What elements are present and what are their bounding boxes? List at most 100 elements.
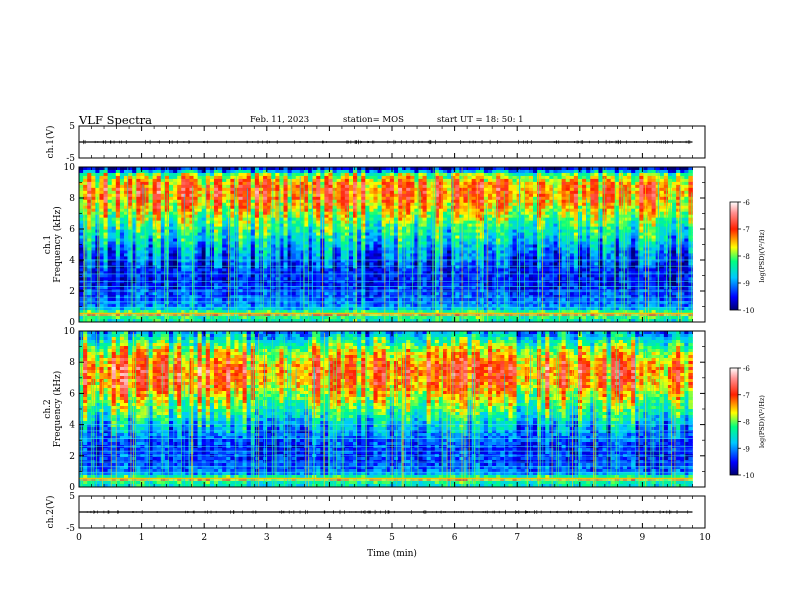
- spectrogram-cell: [365, 232, 370, 236]
- spectrogram-cell: [422, 220, 428, 225]
- spectrogram-cell: [561, 167, 567, 171]
- spectrogram-cell: [582, 178, 587, 183]
- spectrogram-cell: [173, 187, 178, 192]
- spectrogram-cell: [299, 253, 305, 257]
- spectrogram-cell: [275, 169, 280, 174]
- spectrogram-cell: [348, 217, 354, 222]
- spectrogram-cell: [369, 235, 374, 239]
- spectrogram-cell: [193, 229, 199, 233]
- spectrogram-cell: [663, 184, 669, 189]
- spectrogram-cell: [181, 202, 186, 207]
- spectrogram-cell: [361, 241, 366, 245]
- spectrogram-cell: [295, 181, 301, 186]
- spectrogram-cell: [672, 232, 677, 236]
- spectrogram-cell: [119, 253, 125, 257]
- spectrogram-cell: [528, 250, 534, 254]
- spectrogram-cell: [132, 202, 137, 207]
- spectrogram-cell: [185, 214, 190, 219]
- spectrogram-cell: [189, 190, 194, 195]
- spectrogram-cell: [565, 214, 571, 219]
- spectrogram-cell: [209, 167, 215, 171]
- spectrogram-cell: [222, 190, 227, 195]
- spectrogram-cell: [205, 196, 211, 201]
- spectrogram-cell: [389, 232, 395, 236]
- spectrogram-cell: [308, 187, 313, 192]
- spectrogram-cell: [115, 214, 121, 219]
- spectrogram-cell: [295, 169, 301, 174]
- spectrogram-cell: [639, 211, 644, 216]
- spectrogram-cell: [594, 256, 599, 260]
- spectrogram-cell: [631, 214, 636, 219]
- spectrogram-cell: [197, 241, 203, 245]
- spectrogram-cell: [205, 208, 211, 213]
- spectrogram-cell: [426, 235, 432, 239]
- spectrogram-cell: [295, 259, 301, 263]
- spectrogram-cell: [373, 187, 378, 192]
- spectrogram-cell: [107, 193, 113, 198]
- spectrogram-cell: [271, 190, 276, 195]
- spectrogram-cell: [201, 172, 207, 177]
- spectrogram-cell: [573, 235, 579, 239]
- spectrogram-cell: [123, 235, 129, 239]
- spectrogram-cell: [627, 223, 632, 228]
- spectrogram-cell: [328, 223, 333, 228]
- spectrogram-cell: [414, 208, 419, 213]
- spectrogram-cell: [369, 232, 374, 236]
- spectrogram-cell: [91, 244, 96, 248]
- spectrogram-cell: [631, 196, 636, 201]
- spectrogram-cell: [557, 178, 562, 183]
- spectrogram-cell: [573, 190, 579, 195]
- spectrogram-cell: [115, 211, 121, 216]
- spectrogram-cell: [263, 178, 268, 183]
- spectrogram-cell: [516, 217, 522, 222]
- spectrogram-cell: [459, 175, 464, 180]
- spectrogram-cell: [132, 226, 137, 230]
- spectrogram-cell: [185, 211, 190, 216]
- spectrogram-cell: [320, 196, 325, 201]
- spectrogram-cell: [213, 238, 219, 242]
- spectrogram-cell: [389, 199, 395, 204]
- spectrogram-cell: [263, 167, 268, 171]
- spectrogram-cell: [254, 211, 260, 216]
- spectrogram-cell: [434, 199, 440, 204]
- spectrogram-cell: [680, 214, 685, 219]
- spectrogram-cell: [226, 181, 231, 186]
- spectrogram-cell: [598, 235, 603, 239]
- spectrogram-cell: [680, 238, 685, 242]
- spectrogram-cell: [132, 208, 137, 213]
- spectrogram-cell: [275, 214, 280, 219]
- spectrogram-cell: [631, 187, 636, 192]
- spectrogram-cell: [614, 181, 620, 186]
- spectrogram-cell: [348, 196, 354, 201]
- spectrogram-cell: [181, 250, 186, 254]
- spectrogram-cell: [471, 202, 477, 207]
- spectrogram-cell: [541, 205, 546, 210]
- spectrogram-cell: [455, 238, 460, 242]
- spectrogram-cell: [340, 232, 346, 236]
- spectrogram-cell: [434, 178, 440, 183]
- spectrogram-cell: [487, 253, 493, 257]
- spectrogram-cell: [254, 199, 260, 204]
- spectrogram-cell: [385, 214, 391, 219]
- spectrogram-cell: [328, 238, 333, 242]
- spectrogram-cell: [295, 208, 301, 213]
- spectrogram-cell: [508, 190, 513, 195]
- spectrogram-cell: [688, 205, 693, 210]
- spectrogram-cell: [545, 196, 550, 201]
- spectrogram-cell: [308, 214, 313, 219]
- spectrogram-cell: [447, 211, 452, 216]
- spectrogram-cell: [393, 244, 399, 248]
- spectrogram-cell: [500, 175, 505, 180]
- spectrogram-cell: [680, 232, 685, 236]
- spectrogram-cell: [389, 181, 395, 186]
- spectrogram-cell: [201, 190, 207, 195]
- spectrogram-cell: [381, 214, 387, 219]
- spectrogram-cell: [663, 226, 669, 230]
- spectrogram-cell: [83, 196, 88, 201]
- spectrogram-cell: [426, 211, 432, 216]
- spectrogram-cell: [152, 244, 158, 248]
- spectrogram-cell: [369, 167, 374, 171]
- spectrogram-cell: [136, 253, 141, 257]
- spectrogram-cell: [160, 232, 166, 236]
- spectrogram-cell: [618, 175, 624, 180]
